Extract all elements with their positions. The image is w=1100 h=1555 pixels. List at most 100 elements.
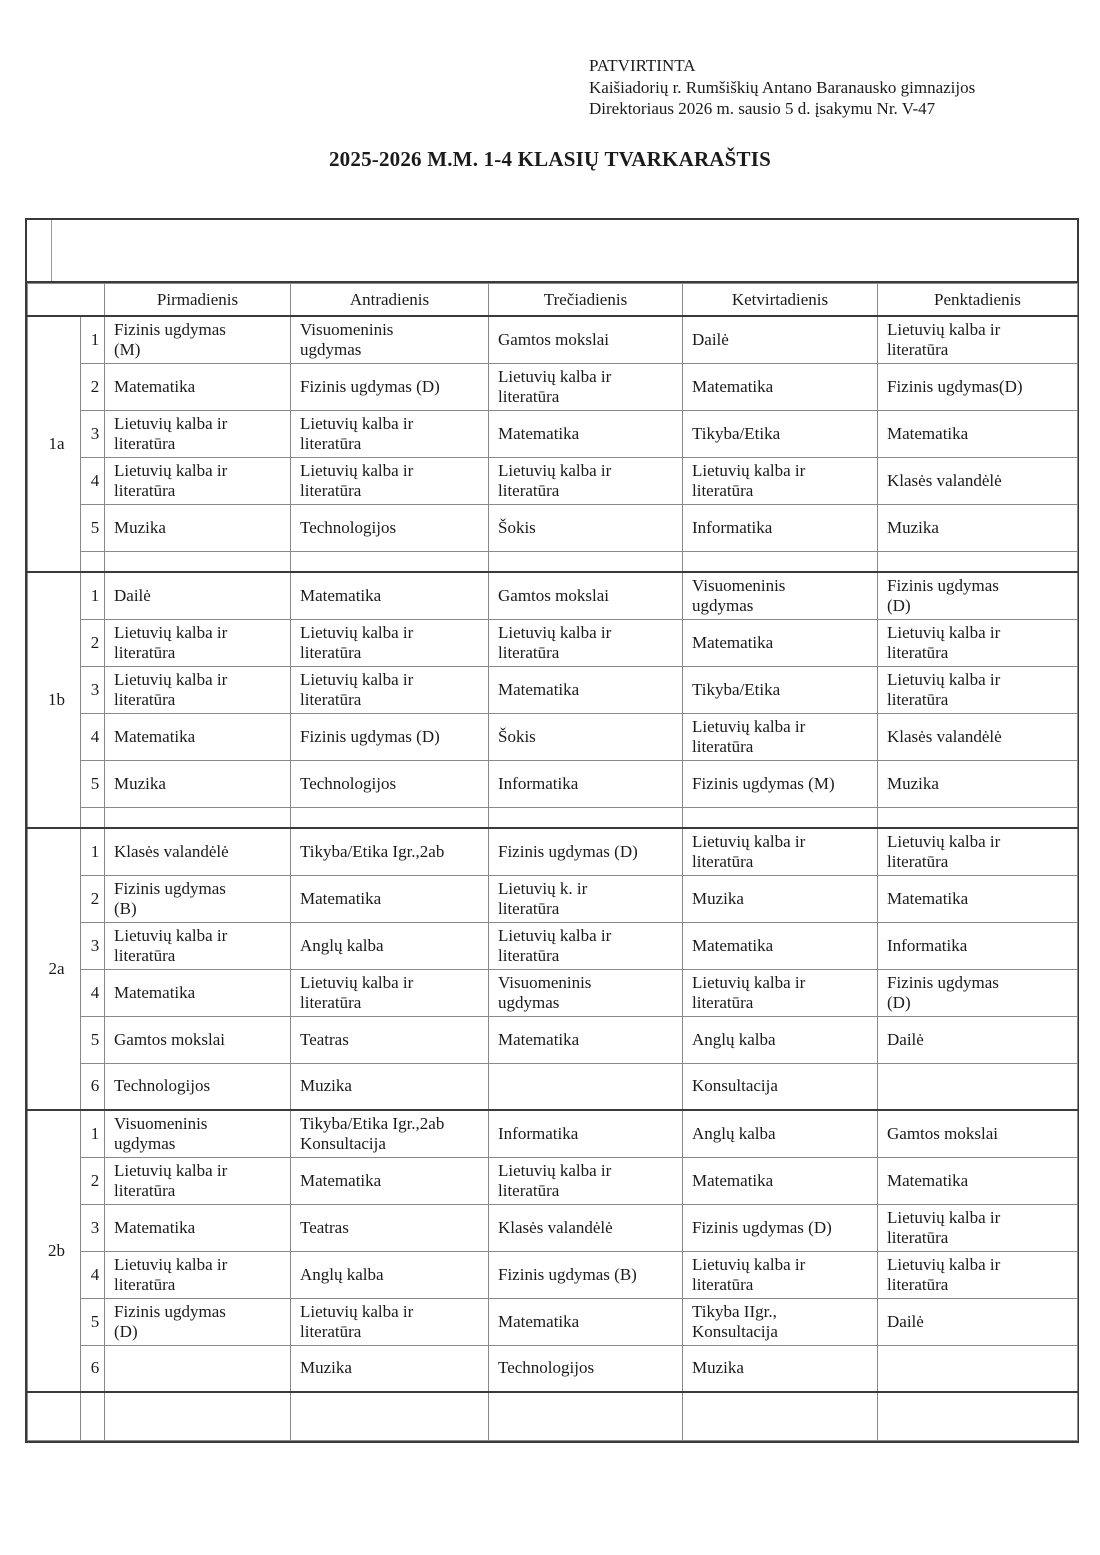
period-number: 4 bbox=[80, 456, 105, 505]
schedule-row: 2 Lietuvių kalba ir literatūra Matematika L… bbox=[28, 1156, 1078, 1205]
schedule-row: 5 Muzika Technologijos Informatika Fizinis u… bbox=[28, 759, 1078, 808]
subject-cell: Matematika bbox=[682, 921, 878, 970]
subject-cell: Lietuvių kalba ir literatūra bbox=[877, 618, 1078, 667]
subject-cell: Lietuvių kalba ir literatūra bbox=[682, 827, 878, 876]
class-block-1b: 1b 1 Dailė Matematika Gamtos mokslai Visuomen… bbox=[27, 571, 1078, 829]
schedule-row: 1b 1 Dailė Matematika Gamtos mokslai Visuomen… bbox=[27, 571, 1078, 829]
schedule-row: 3 Lietuvių kalba ir literatūra Lietuvių ka… bbox=[28, 409, 1078, 458]
period-number: 5 bbox=[80, 1015, 105, 1064]
subject-cell: Šokis bbox=[488, 503, 683, 552]
day-header: Trečiadienis bbox=[488, 283, 683, 317]
empty-cell bbox=[290, 806, 489, 829]
subject-cell: Klasės valandėlė bbox=[877, 712, 1078, 761]
spacer-row bbox=[28, 806, 1078, 829]
subject-cell: Lietuvių k. ir literatūra bbox=[488, 874, 683, 923]
schedule-row: 5 Gamtos mokslai Teatras Matematika Anglų ka… bbox=[28, 1015, 1078, 1064]
class-label: 2a bbox=[27, 827, 81, 1111]
class-label bbox=[27, 1391, 81, 1441]
schedule-row: 4 Lietuvių kalba ir literatūra Lietuvių ka… bbox=[28, 456, 1078, 505]
subject-cell: Lietuvių kalba ir literatūra bbox=[488, 456, 683, 505]
period-number: 6 bbox=[80, 1062, 105, 1111]
subject-cell: Lietuvių kalba ir literatūra bbox=[488, 362, 683, 411]
period-number: 4 bbox=[80, 968, 105, 1017]
period-number: 1 bbox=[80, 571, 105, 620]
subject-cell: Technologijos bbox=[104, 1062, 291, 1111]
subject-cell: Fizinis ugdymas (D) bbox=[877, 571, 1078, 620]
subject-cell: Matematika bbox=[682, 618, 878, 667]
period-number: 5 bbox=[80, 1297, 105, 1346]
period-number: 1 bbox=[80, 315, 105, 364]
subject-cell: Lietuvių kalba ir literatūra bbox=[682, 456, 878, 505]
subject-cell: Klasės valandėlė bbox=[104, 827, 291, 876]
subject-cell: Tikyba/Etika bbox=[682, 665, 878, 714]
schedule-row: 2 Lietuvių kalba ir literatūra Lietuvių ka… bbox=[28, 618, 1078, 667]
empty-cell bbox=[104, 806, 291, 829]
subject-cell: Lietuvių kalba ir literatūra bbox=[682, 1250, 878, 1299]
subject-cell: Gamtos mokslai bbox=[877, 1109, 1078, 1158]
header-corner-cell bbox=[27, 283, 105, 317]
subject-cell: Matematika bbox=[290, 1156, 489, 1205]
subject-cell: Klasės valandėlė bbox=[877, 456, 1078, 505]
schedule-row: 2b 1 Visuomeninis ugdymas Tikyba/Etika Igr.… bbox=[27, 1109, 1078, 1393]
subject-cell: Lietuvių kalba ir literatūra bbox=[877, 665, 1078, 714]
day-header-row: Pirmadienis Antradienis Trečiadienis Ketvir… bbox=[27, 283, 1078, 317]
subject-cell: Anglų kalba bbox=[682, 1015, 878, 1064]
period-number: 2 bbox=[80, 1156, 105, 1205]
empty-cell bbox=[682, 1391, 878, 1441]
subject-cell: Fizinis ugdymas (B) bbox=[104, 874, 291, 923]
schedule-row: 5 Muzika Technologijos Šokis Informatika Muzi… bbox=[28, 503, 1078, 552]
day-header: Pirmadienis bbox=[104, 283, 291, 317]
subject-cell: Fizinis ugdymas(D) bbox=[877, 362, 1078, 411]
subject-cell: Gamtos mokslai bbox=[488, 571, 683, 620]
subject-cell: Matematika bbox=[877, 874, 1078, 923]
subject-cell: Muzika bbox=[290, 1344, 489, 1393]
subject-cell: Fizinis ugdymas (B) bbox=[488, 1250, 683, 1299]
subject-cell: Informatika bbox=[877, 921, 1078, 970]
subject-cell: Lietuvių kalba ir literatūra bbox=[104, 1250, 291, 1299]
table-top-spacer-row bbox=[27, 220, 1077, 283]
subject-cell: Lietuvių kalba ir literatūra bbox=[877, 1203, 1078, 1252]
subject-cell: Lietuvių kalba ir literatūra bbox=[682, 712, 878, 761]
empty-cell bbox=[488, 550, 683, 573]
schedule-row: 5 Fizinis ugdymas (D) Lietuvių kalba ir li… bbox=[28, 1297, 1078, 1346]
subject-cell: Matematika bbox=[104, 712, 291, 761]
subject-cell: Matematika bbox=[877, 409, 1078, 458]
subject-cell: Dailė bbox=[682, 315, 878, 364]
schedule-row: 3 Lietuvių kalba ir literatūra Anglų kalba… bbox=[28, 921, 1078, 970]
schedule-row: 2a 1 Klasės valandėlė Tikyba/Etika Igr.,2ab… bbox=[27, 827, 1078, 1111]
empty-cell bbox=[877, 550, 1078, 573]
subject-cell: Lietuvių kalba ir literatūra bbox=[290, 665, 489, 714]
subject-cell: Technologijos bbox=[488, 1344, 683, 1393]
subject-cell: Anglų kalba bbox=[682, 1109, 878, 1158]
subject-cell: Gamtos mokslai bbox=[488, 315, 683, 364]
schedule-row: 2 Matematika Fizinis ugdymas (D) Lietuvių k… bbox=[28, 362, 1078, 411]
subject-cell: Tikyba IIgr., Konsultacija bbox=[682, 1297, 878, 1346]
empty-cell bbox=[104, 550, 291, 573]
schedule-row: 6 Technologijos Muzika Konsultacija bbox=[28, 1062, 1078, 1111]
subject-cell: Teatras bbox=[290, 1015, 489, 1064]
schedule-row: 4 Matematika Fizinis ugdymas (D) Šokis Lietu… bbox=[28, 712, 1078, 761]
subject-cell: Muzika bbox=[104, 759, 291, 808]
schedule-row: 1a 1 Fizinis ugdymas (M) Visuomeninis ugdym… bbox=[27, 315, 1078, 573]
day-header: Antradienis bbox=[290, 283, 489, 317]
subject-cell: Matematika bbox=[104, 362, 291, 411]
top-row-divider bbox=[51, 220, 52, 281]
empty-cell bbox=[488, 1062, 683, 1111]
empty-cell bbox=[877, 1391, 1078, 1441]
subject-cell: Visuomeninis ugdymas bbox=[682, 571, 878, 620]
subject-cell: Lietuvių kalba ir literatūra bbox=[290, 968, 489, 1017]
subject-cell: Muzika bbox=[682, 1344, 878, 1393]
subject-cell: Lietuvių kalba ir literatūra bbox=[682, 968, 878, 1017]
subject-cell: Fizinis ugdymas (M) bbox=[682, 759, 878, 808]
subject-cell: Technologijos bbox=[290, 503, 489, 552]
approval-line: Direktoriaus 2026 m. sausio 5 d. įsakymu… bbox=[589, 99, 936, 118]
subject-cell: Matematika bbox=[104, 1203, 291, 1252]
timetable-table: Pirmadienis Antradienis Trečiadienis Ketvir… bbox=[27, 283, 1078, 1441]
period-number: 3 bbox=[80, 665, 105, 714]
spacer-row bbox=[27, 1391, 1078, 1441]
subject-cell: Dailė bbox=[877, 1297, 1078, 1346]
schedule-row: 4 Matematika Lietuvių kalba ir literatūra V… bbox=[28, 968, 1078, 1017]
empty-cell bbox=[682, 806, 878, 829]
subject-cell: Informatika bbox=[488, 1109, 683, 1158]
empty-cell bbox=[488, 806, 683, 829]
